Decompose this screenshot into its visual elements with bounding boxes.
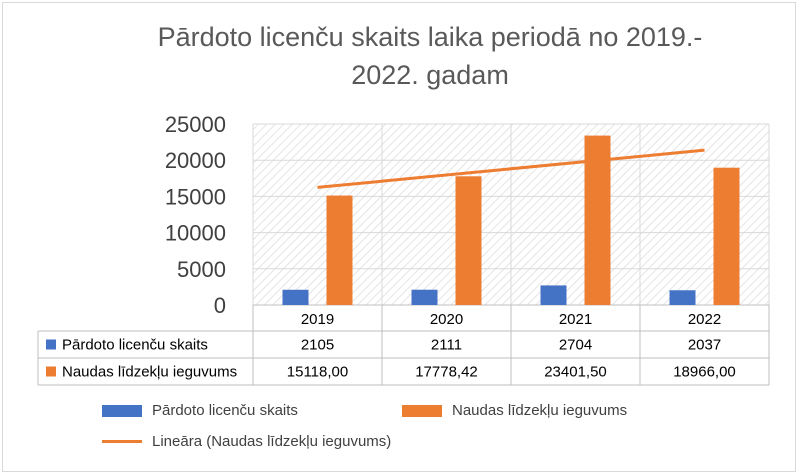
bar-licenses-2019 (282, 289, 309, 305)
table-cell-1-3: 18966,00 (673, 364, 736, 381)
x-tick-label-2020: 2020 (430, 311, 463, 328)
legend-item-licenses: Pārdoto licenču skaits (102, 402, 298, 419)
table-cell-0-3: 2037 (688, 337, 721, 354)
table-row-label-1: Naudas līdzekļu ieguvums (62, 364, 237, 381)
legend-label-licenses: Pārdoto licenču skaits (152, 402, 298, 419)
bar-licenses-2022 (669, 290, 696, 305)
y-tick-label-5000: 5000 (177, 257, 226, 282)
x-tick-label-2021: 2021 (559, 311, 592, 328)
bar-revenue-2021 (584, 135, 611, 305)
bar-revenue-2019 (326, 195, 353, 305)
table-cell-1-0: 15118,00 (287, 364, 348, 381)
y-tick-label-15000: 15000 (165, 184, 226, 209)
chart-frame (2, 2, 796, 472)
table-cell-0-0: 2105 (301, 337, 334, 354)
legend-label-revenue: Naudas līdzekļu ieguvums (452, 402, 628, 419)
y-tick-label-0: 0 (214, 293, 226, 318)
bar-licenses-2020 (411, 289, 438, 305)
legend-swatch-licenses (102, 404, 142, 417)
legend-swatch-revenue (402, 404, 442, 417)
bar-licenses-2021 (540, 285, 567, 305)
table-cell-0-1: 2111 (431, 337, 462, 354)
x-tick-label-2022: 2022 (688, 311, 721, 328)
table-cell-1-2: 23401,50 (544, 364, 607, 381)
table-row-label-0: Pārdoto licenču skaits (62, 337, 208, 354)
table-cell-1-1: 17778,42 (415, 364, 478, 381)
trendline (317, 148, 705, 189)
y-tick-label-10000: 10000 (165, 221, 226, 246)
y-tick-label-25000: 25000 (165, 112, 226, 137)
table-cell-0-2: 2704 (559, 337, 592, 354)
bar-revenue-2020 (455, 176, 482, 305)
legend-swatch-trendline (102, 440, 142, 443)
chart-title-line-1: Pārdoto licenču skaits laika periodā no … (157, 22, 703, 52)
y-tick-label-20000: 20000 (165, 148, 226, 173)
legend-label-trendline: Lineāra (Naudas līdzekļu ieguvums) (152, 433, 392, 450)
legend-item-revenue: Naudas līdzekļu ieguvums (402, 402, 627, 419)
table-row-swatch-1 (46, 366, 56, 377)
table-row-swatch-0 (46, 339, 56, 350)
bar-revenue-2022 (713, 167, 740, 305)
legend-item-trendline: Lineāra (Naudas līdzekļu ieguvums) (102, 433, 391, 450)
x-tick-label-2019: 2019 (301, 311, 334, 328)
chart-title: Pārdoto licenču skaits laika periodā no … (100, 18, 760, 94)
chart-title-line-2: 2022. gadam (351, 60, 509, 90)
